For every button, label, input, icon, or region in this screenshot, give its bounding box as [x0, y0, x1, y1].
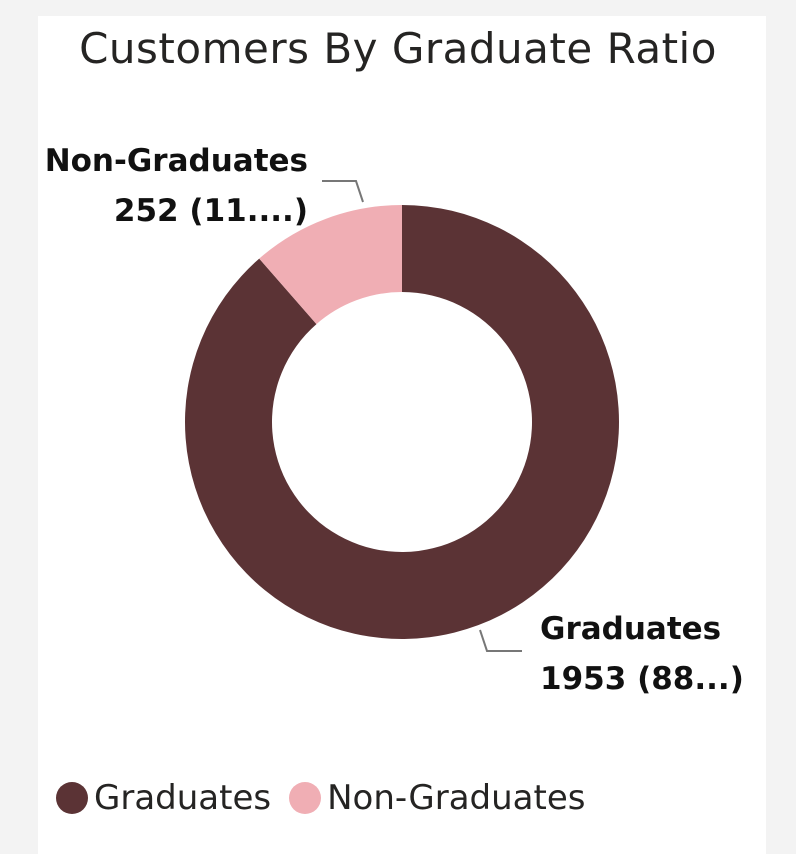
non-graduates-label-name: Non-Graduates [44, 143, 308, 179]
donut-slice-graduates[interactable] [184, 205, 620, 640]
non-graduates-leader-line [322, 180, 364, 203]
graduates-label-name: Graduates [540, 611, 722, 647]
graduates-leader-line [479, 629, 522, 652]
legend-label-non-graduates: Non-Graduates [327, 778, 586, 818]
legend-item-graduates[interactable]: Graduates [56, 778, 271, 818]
chart-card [38, 16, 766, 854]
legend-label-graduates: Graduates [94, 778, 272, 818]
legend-swatch-non-graduates [289, 782, 322, 814]
non-graduates-label-detail: 252 (11....) [113, 193, 308, 229]
legend-swatch-graduates [56, 782, 88, 814]
legend-item-non-graduates[interactable]: Non-Graduates [289, 778, 585, 818]
graduates-data-label: Graduates 1953 (88...) [540, 604, 744, 704]
graduates-label-detail: 1953 (88...) [540, 661, 744, 697]
donut-slice-non-graduates[interactable] [259, 205, 402, 325]
non-graduates-data-label: Non-Graduates 252 (11....) [45, 136, 308, 236]
chart-legend: Graduates Non-Graduates [56, 778, 603, 818]
chart-title: Customers By Graduate Ratio [79, 24, 717, 73]
